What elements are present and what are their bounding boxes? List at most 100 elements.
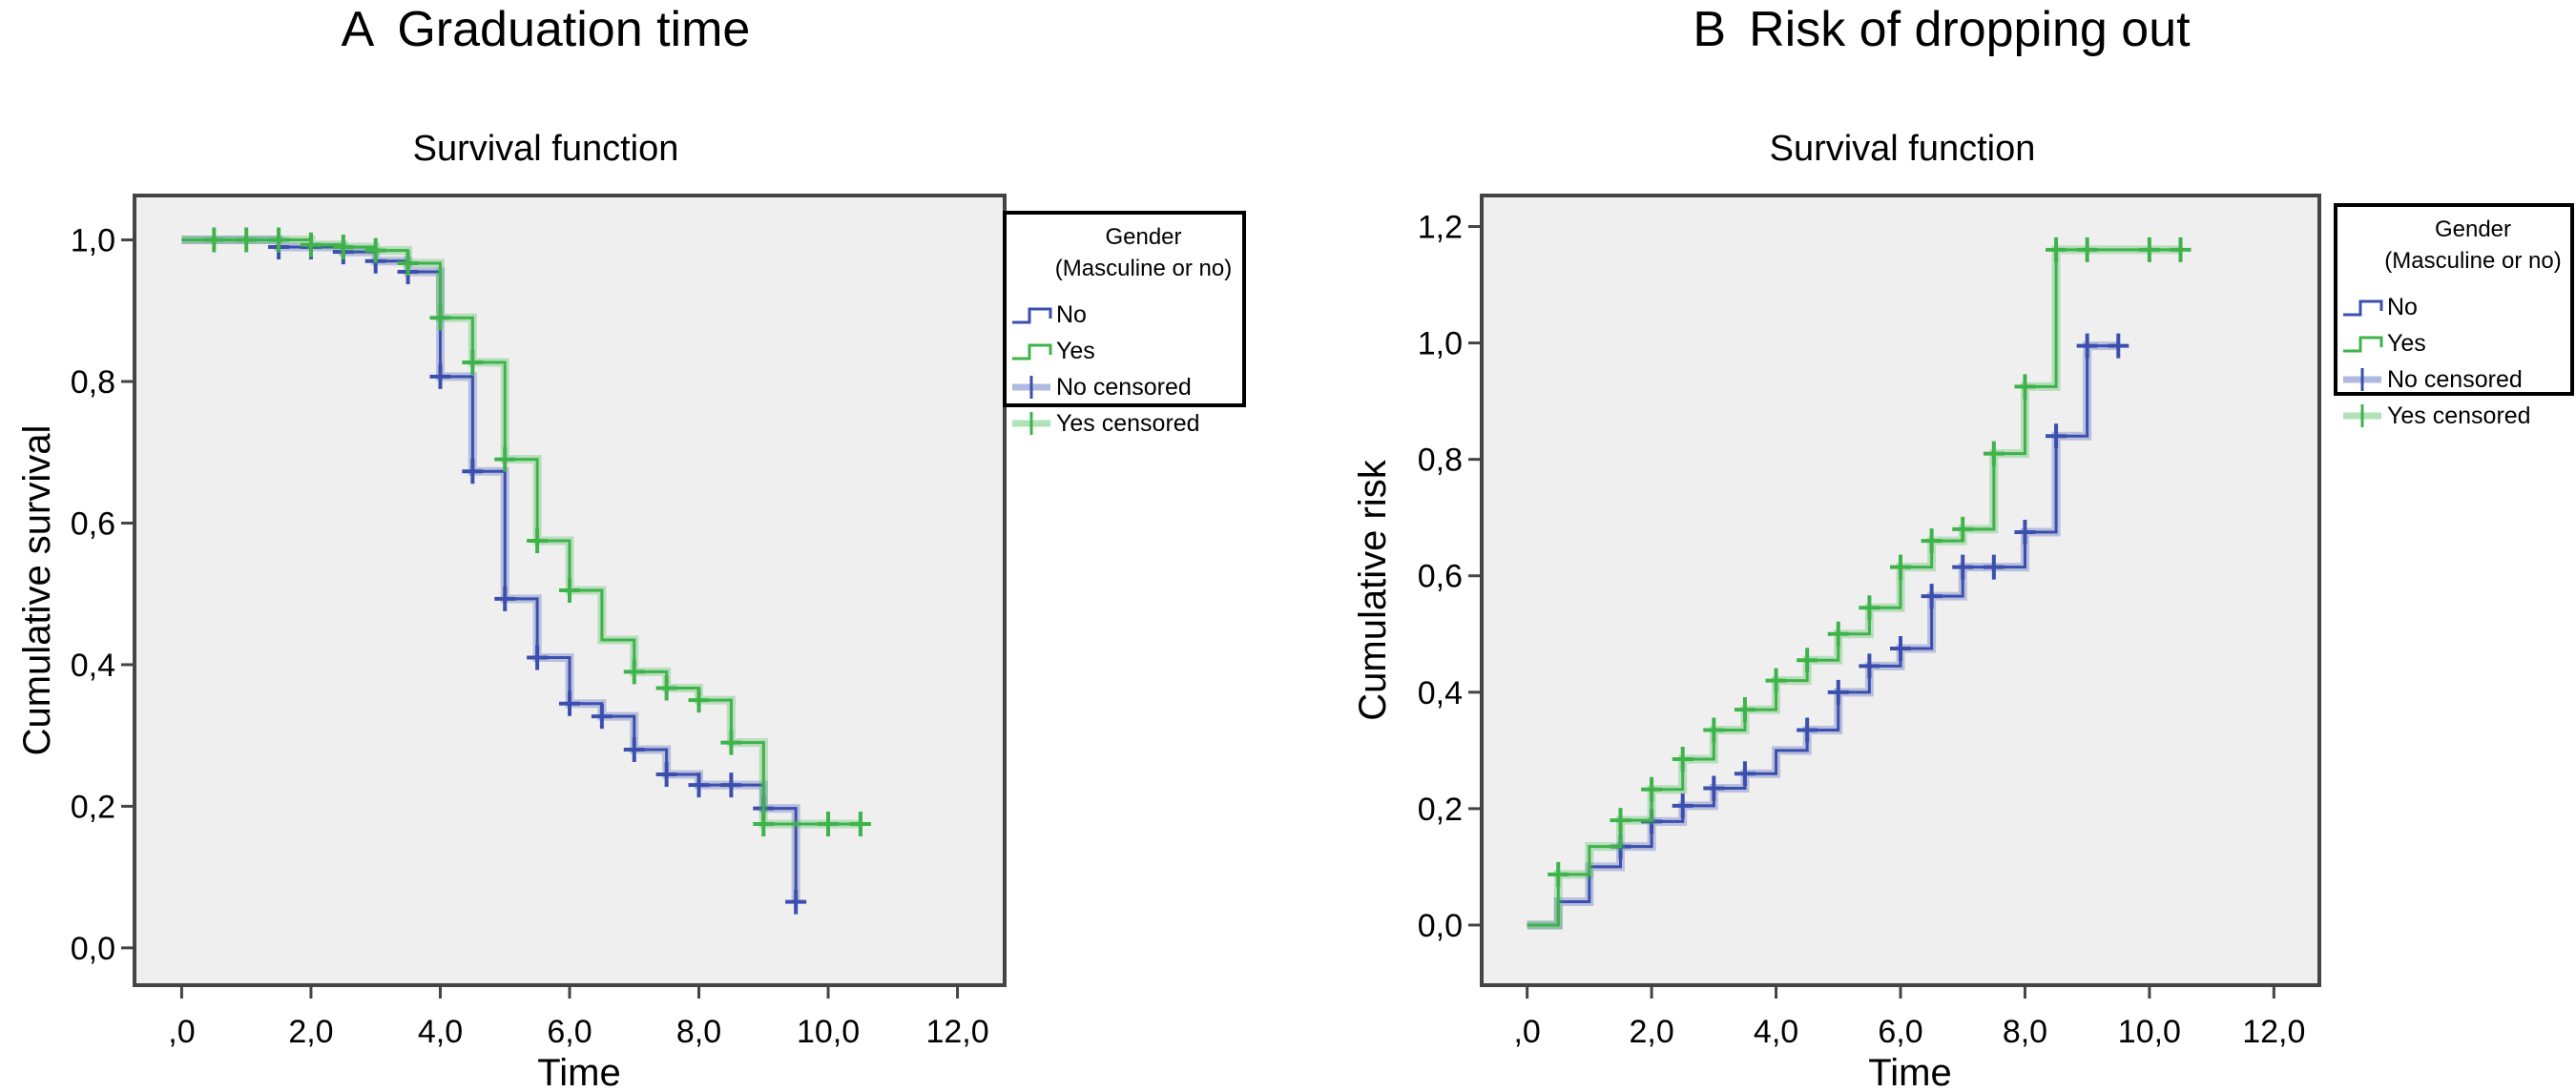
- censor-mark: [462, 459, 484, 484]
- y-tick-label: 1,2: [1418, 210, 1463, 246]
- censor-mark: [1983, 441, 2005, 466]
- series-no: [1527, 333, 2129, 930]
- y-tick-label: 0,6: [1418, 559, 1463, 595]
- censor-mark: [1797, 717, 1818, 743]
- censor-mark: [397, 251, 419, 277]
- x-tick-label: ,0: [168, 1014, 195, 1050]
- censor-mark: [1703, 717, 1725, 743]
- censor-mark: [2076, 333, 2098, 359]
- y-tick-label: 0,8: [71, 364, 115, 401]
- censor-mark: [429, 363, 451, 389]
- censor-mark: [462, 349, 484, 375]
- y-tick-label: 1,0: [1418, 326, 1463, 362]
- censor-mark: [1703, 775, 1725, 801]
- x-tick-label: 2,0: [288, 1014, 333, 1050]
- panel-title-text: Graduation time: [397, 2, 750, 57]
- censor-mark: [1548, 861, 1569, 887]
- censor-mark: [1890, 554, 1911, 580]
- censor-mark: [1827, 679, 1849, 705]
- legend-title: Gender: [1105, 224, 1181, 250]
- censor-mark: [527, 528, 549, 554]
- censor-mark: [623, 659, 645, 685]
- x-tick-label: 4,0: [1754, 1014, 1798, 1050]
- legend-entry: No censored: [1056, 374, 1192, 401]
- censor-mark: [1797, 648, 1818, 673]
- censor-mark: [300, 232, 322, 258]
- legend-step-icon: [1012, 343, 1052, 361]
- panel-title: A Graduation time: [342, 2, 751, 57]
- censor-mark: [785, 889, 807, 915]
- x-tick-label: 8,0: [676, 1014, 721, 1050]
- censor-mark: [268, 227, 290, 253]
- legend-step-icon: [2343, 336, 2383, 353]
- legend-entry: No: [1056, 301, 1087, 328]
- censor-mark: [1734, 761, 1755, 787]
- censor-mark: [655, 762, 677, 788]
- censor-mark: [818, 811, 840, 836]
- censor-mark: [1672, 793, 1693, 818]
- x-tick-label: 8,0: [2003, 1014, 2047, 1050]
- censor-mark: [494, 586, 516, 611]
- legend-entry: Yes: [2387, 330, 2426, 357]
- censor-mark: [1827, 621, 1849, 647]
- panel-title-text: Risk of dropping out: [1749, 2, 2191, 57]
- censor-mark: [1890, 636, 1911, 662]
- legend-box: [2334, 203, 2574, 396]
- censor-mark: [2138, 237, 2160, 262]
- series-yes: [181, 227, 871, 836]
- censor-mark: [2108, 333, 2129, 359]
- y-axis-label: Cumulative risk: [1352, 459, 1394, 720]
- x-tick-label: ,0: [1513, 1014, 1540, 1050]
- censor-mark: [655, 675, 677, 701]
- x-tick-label: 2,0: [1629, 1014, 1673, 1050]
- censor-mark: [1952, 516, 1974, 542]
- x-tick-label: 6,0: [547, 1014, 592, 1050]
- censor-mark: [332, 234, 354, 259]
- legend: Gender (Masculine or no) No Yes No censored Y…: [2334, 203, 2574, 429]
- y-tick-label: 0,8: [1418, 443, 1463, 479]
- censor-mark: [2014, 374, 2036, 400]
- chart-subtitle: Survival function: [1770, 129, 2036, 169]
- y-tick-label: 0,2: [71, 789, 115, 825]
- x-tick-label: 10,0: [797, 1014, 860, 1050]
- y-axis-label: Cumulative survival: [16, 425, 58, 756]
- legend-entry: Yes censored: [1056, 410, 1200, 437]
- censor-mark: [753, 811, 775, 836]
- x-axis-label: Time: [537, 1052, 620, 1092]
- censor-mark: [236, 227, 258, 253]
- legend-entry: Yes: [1056, 338, 1095, 364]
- x-tick-label: 12,0: [2242, 1014, 2305, 1050]
- censor-mark: [849, 811, 871, 836]
- censor-mark: [203, 227, 225, 253]
- censor-mark: [1921, 528, 1942, 554]
- y-tick-label: 0,2: [1418, 792, 1463, 828]
- censor-mark: [1859, 653, 1880, 679]
- y-tick-label: 0,6: [71, 505, 115, 542]
- censor-mark: [720, 730, 742, 755]
- y-tick-label: 0,4: [1418, 675, 1463, 711]
- censor-mark: [1641, 776, 1663, 802]
- censor-mark: [559, 578, 580, 603]
- censor-mark: [1672, 747, 1693, 773]
- y-tick-label: 0,0: [1418, 908, 1463, 944]
- chart-subtitle: Survival function: [413, 129, 679, 169]
- panel-letter: B: [1693, 2, 1726, 57]
- censor-mark: [720, 773, 742, 798]
- censor-mark: [623, 737, 645, 763]
- censor-mark: [688, 688, 710, 713]
- x-tick-label: 10,0: [2118, 1014, 2181, 1050]
- censor-mark: [688, 773, 710, 798]
- censor-mark: [2076, 237, 2098, 262]
- censor-mark: [364, 237, 386, 263]
- series-yes: [1527, 237, 2192, 930]
- censor-mark: [1610, 808, 1631, 834]
- x-tick-label: 12,0: [925, 1014, 988, 1050]
- legend-subtitle: (Masculine or no): [1055, 256, 1232, 281]
- x-tick-label: 4,0: [418, 1014, 463, 1050]
- panel-a: A Graduation time Survival function ,0 2,0 4,…: [16, 2, 1246, 1092]
- censor-mark: [2170, 237, 2192, 262]
- legend-title: Gender: [2435, 216, 2511, 242]
- y-tick-label: 0,4: [71, 648, 115, 684]
- legend-step-icon: [2343, 299, 2383, 317]
